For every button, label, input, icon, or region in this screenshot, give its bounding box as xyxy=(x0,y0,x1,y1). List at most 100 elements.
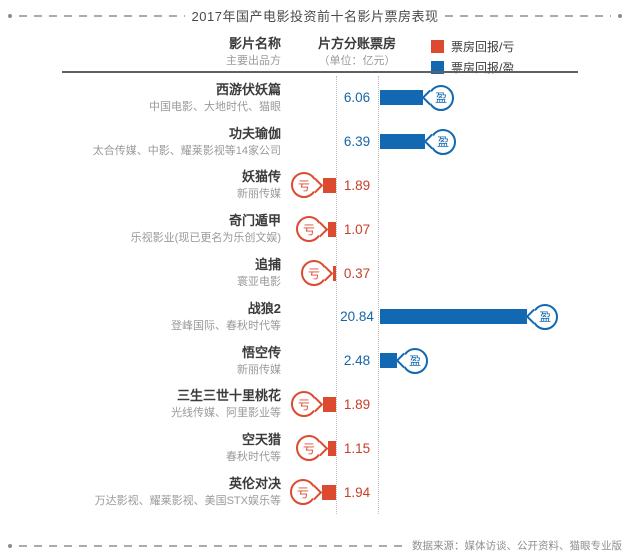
legend-profit-swatch xyxy=(431,61,444,74)
loss-badge: 亏 xyxy=(296,435,322,462)
rule-end-dot-left xyxy=(8,13,12,18)
profit-badge-label: 盈 xyxy=(434,91,447,106)
loss-badge: 亏 xyxy=(291,172,317,199)
loss-bar xyxy=(328,440,336,456)
loss-bar-zone: 亏 xyxy=(281,426,336,470)
film-name-cell: 战狼2 登峰国际、春秋时代等 xyxy=(0,301,281,333)
loss-badge-label: 亏 xyxy=(297,178,310,193)
chart-rows: 西游伏妖篇 中国电影、大地时代、猫眼 6.06 盈 功夫瑜伽 太合传媒、中影、耀… xyxy=(0,76,630,514)
boxoffice-value: 6.06 xyxy=(343,90,371,106)
film-name-cell: 空天猎 春秋时代等 xyxy=(0,432,281,464)
table-row: 追捕 寰亚电影 亏 0.37 xyxy=(0,251,630,295)
table-row: 奇门遁甲 乐视影业(现已更名为乐创文娱) 亏 1.07 xyxy=(0,207,630,251)
boxoffice-value: 1.89 xyxy=(343,396,371,412)
film-title: 战狼2 xyxy=(247,300,281,316)
profit-badge: 盈 xyxy=(428,84,454,111)
loss-badge-label: 亏 xyxy=(297,397,310,412)
film-title: 空天猎 xyxy=(241,432,281,448)
table-header: 影片名称 主要出品方 片方分账票房 （单位：亿元） 票房回报/亏 票房回报/盈 xyxy=(0,36,630,75)
data-source: 数据来源：媒体访谈、公开资料、猫眼专业版 xyxy=(412,540,622,552)
col-header-boxoffice-title: 片方分账票房 xyxy=(317,36,396,51)
loss-bar xyxy=(333,265,336,281)
loss-badge: 亏 xyxy=(296,216,322,243)
boxoffice-value: 2.48 xyxy=(343,353,371,369)
col-header-unit: （单位：亿元） xyxy=(318,55,396,67)
profit-badge: 盈 xyxy=(402,347,428,374)
loss-badge: 亏 xyxy=(301,260,327,287)
film-title: 妖猫传 xyxy=(241,169,281,185)
loss-badge-label: 亏 xyxy=(302,441,315,456)
col-header-boxoffice: 片方分账票房 （单位：亿元） xyxy=(315,36,399,68)
rule-end-dot-left xyxy=(8,543,12,548)
profit-badge: 盈 xyxy=(532,303,558,330)
loss-bar-zone xyxy=(281,120,336,164)
profit-bar xyxy=(380,309,527,325)
loss-bar-zone: 亏 xyxy=(281,164,336,208)
film-name-cell: 英伦对决 万达影视、耀莱影视、美国STX娱乐等 xyxy=(0,476,281,508)
gridline-right xyxy=(378,76,379,514)
film-producers: 新丽传媒 xyxy=(237,188,281,201)
loss-bar-zone: 亏 xyxy=(281,470,336,514)
legend-item-loss: 票房回报/亏 xyxy=(431,38,514,55)
film-name-cell: 功夫瑜伽 太合传媒、中影、耀莱影视等14家公司 xyxy=(0,126,281,158)
boxoffice-value: 0.37 xyxy=(343,265,371,281)
film-name-cell: 西游伏妖篇 中国电影、大地时代、猫眼 xyxy=(0,82,281,114)
film-producers: 乐视影业(现已更名为乐创文娱) xyxy=(130,232,281,245)
boxoffice-value: 1.07 xyxy=(343,221,371,237)
loss-bar xyxy=(323,396,336,412)
profit-bar-zone: 盈 xyxy=(378,76,630,120)
profit-bar-zone: 盈 xyxy=(378,120,630,164)
loss-bar-zone: 亏 xyxy=(281,207,336,251)
loss-bar-zone xyxy=(281,76,336,120)
loss-bar xyxy=(328,221,336,237)
film-name-cell: 奇门遁甲 乐视影业(现已更名为乐创文娱) xyxy=(0,213,281,245)
profit-bar-zone: 盈 xyxy=(378,339,630,383)
gridline-left xyxy=(336,76,337,514)
film-name-cell: 三生三世十里桃花 光线传媒、阿里影业等 xyxy=(0,388,281,420)
table-row: 英伦对决 万达影视、耀莱影视、美国STX娱乐等 亏 1.94 xyxy=(0,470,630,514)
film-title: 悟空传 xyxy=(241,344,281,360)
film-title: 三生三世十里桃花 xyxy=(176,388,281,404)
table-row: 战狼2 登峰国际、春秋时代等 20.84 盈 xyxy=(0,295,630,339)
loss-badge: 亏 xyxy=(290,479,316,506)
profit-badge-label: 盈 xyxy=(538,310,551,325)
boxoffice-value: 1.94 xyxy=(343,484,371,500)
legend-item-profit: 票房回报/盈 xyxy=(431,59,514,76)
table-row: 妖猫传 新丽传媒 亏 1.89 xyxy=(0,164,630,208)
loss-badge: 亏 xyxy=(291,391,317,418)
film-producers: 新丽传媒 xyxy=(237,363,281,376)
film-producers: 春秋时代等 xyxy=(226,451,281,464)
col-header-film-title: 影片名称 xyxy=(228,36,281,51)
loss-bar-zone xyxy=(281,295,336,339)
profit-bar-zone xyxy=(378,470,630,514)
loss-bar xyxy=(322,484,336,500)
col-header-film: 影片名称 主要出品方 xyxy=(0,36,281,68)
dashed-line xyxy=(445,14,612,17)
profit-bar-zone xyxy=(378,164,630,208)
header-separator xyxy=(62,71,578,73)
table-row: 西游伏妖篇 中国电影、大地时代、猫眼 6.06 盈 xyxy=(0,76,630,120)
film-producers: 中国电影、大地时代、猫眼 xyxy=(149,100,281,113)
profit-bar-zone xyxy=(378,426,630,470)
loss-bar-zone xyxy=(281,339,336,383)
film-producers: 登峰国际、春秋时代等 xyxy=(171,319,281,332)
table-row: 悟空传 新丽传媒 2.48 盈 xyxy=(0,339,630,383)
table-row: 三生三世十里桃花 光线传媒、阿里影业等 亏 1.89 xyxy=(0,383,630,427)
profit-bar xyxy=(380,90,423,106)
loss-badge-label: 亏 xyxy=(302,222,315,237)
loss-badge-label: 亏 xyxy=(296,485,309,500)
page-title: 2017年国产电影投资前十名影片票房表现 xyxy=(191,9,439,24)
col-header-producers: 主要出品方 xyxy=(226,55,281,67)
top-rule: 2017年国产电影投资前十名影片票房表现 xyxy=(8,6,623,25)
rule-end-dot-right xyxy=(618,13,623,18)
film-name-cell: 追捕 寰亚电影 xyxy=(0,257,281,289)
legend-loss-label: 票房回报/亏 xyxy=(451,40,515,54)
table-row: 功夫瑜伽 太合传媒、中影、耀莱影视等14家公司 6.39 盈 xyxy=(0,120,630,164)
film-title: 英伦对决 xyxy=(228,476,281,492)
legend-profit-label: 票房回报/盈 xyxy=(451,61,515,75)
film-name-cell: 妖猫传 新丽传媒 xyxy=(0,169,281,201)
film-title: 追捕 xyxy=(254,257,281,273)
loss-badge-label: 亏 xyxy=(307,266,320,281)
bottom-rule: 数据来源：媒体访谈、公开资料、猫眼专业版 xyxy=(8,538,622,553)
